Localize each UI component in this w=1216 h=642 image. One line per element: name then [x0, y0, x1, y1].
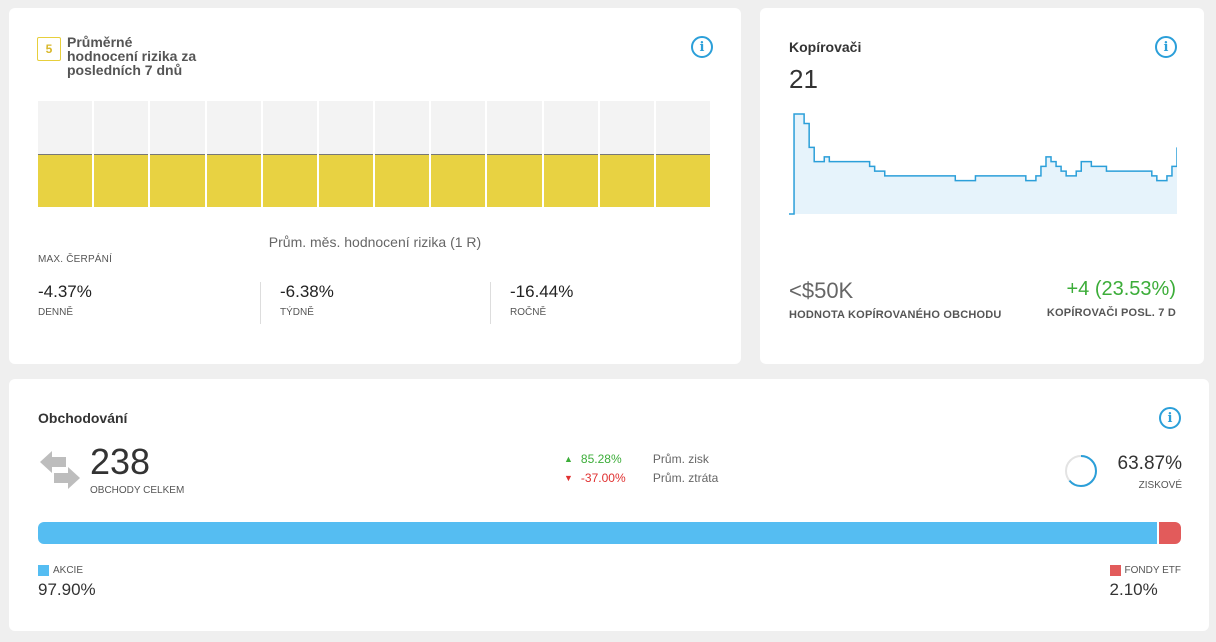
risk-bar [38, 101, 95, 207]
legend-label: FONDY ETF [1124, 565, 1181, 576]
avg-loss-value: -37.00% [580, 471, 626, 485]
drawdown-label: TÝDNĚ [280, 307, 314, 318]
risk-bar [206, 101, 263, 207]
avg-loss-label: Prům. ztráta [652, 471, 719, 485]
divider [490, 282, 491, 324]
avg-profit-label: Prům. zisk [652, 452, 709, 466]
aum-value: <$50K [789, 278, 854, 303]
divider [260, 282, 261, 324]
risk-bar [431, 101, 488, 207]
risk-score-card: 5 Průměrné hodnocení rizika za posledníc… [9, 8, 741, 364]
trading-card: Obchodování i 238 OBCHODY CELKEM ▲ 85.28… [9, 379, 1209, 631]
profitable-label: ZISKOVÉ [1138, 480, 1182, 491]
risk-bar [655, 101, 711, 207]
legend-swatch [1109, 565, 1121, 576]
risk-bar [318, 101, 376, 207]
max-drawdown-label: MAX. ČERPÁNÍ [38, 254, 113, 265]
arrow-up-icon: ▲ [564, 454, 573, 464]
total-trades-label: OBCHODY CELKEM [90, 485, 185, 496]
copiers-line-chart [789, 113, 1177, 215]
risk-bar [599, 101, 656, 207]
copiers-line [789, 113, 1177, 215]
allocation-segment [38, 522, 1157, 544]
aum-label: HODNOTA KOPÍROVANÉHO OBCHODU [789, 309, 1002, 321]
legend-stocks: AKCIE 97.90% [38, 565, 96, 600]
info-icon[interactable]: i [1155, 36, 1177, 58]
drawdown-label: DENNĚ [38, 307, 74, 318]
copiers-title: Kopírovači [789, 39, 862, 55]
allocation-segment [1156, 522, 1181, 544]
info-icon[interactable]: i [1159, 407, 1181, 429]
drawdown-value: -4.37% [38, 282, 92, 301]
risk-score-badge: 5 [37, 37, 61, 61]
avg-loss: ▼ -37.00% Prům. ztráta [564, 471, 718, 485]
risk-bar [375, 101, 432, 207]
legend-swatch [38, 565, 49, 576]
total-trades-value: 238 [90, 441, 151, 482]
copiers-card: Kopírovači i 21 <$50K HODNOTA KOPÍROVANÉ… [760, 8, 1204, 364]
risk-bar [487, 101, 544, 207]
drawdown-value: -16.44% [510, 282, 574, 301]
risk-chart-caption: Prům. měs. hodnocení rizika (1 R) [268, 234, 482, 250]
copiers-change-label: KOPÍROVAČI POSL. 7 D [1046, 307, 1176, 319]
risk-bar-chart [38, 101, 711, 207]
risk-title: Průměrné hodnocení rizika za posledních … [67, 34, 197, 78]
profitable-value: 63.87% [1117, 453, 1182, 474]
drawdown-yearly: -16.44% ROČNĚ [510, 282, 573, 324]
risk-bar [150, 101, 207, 207]
info-icon[interactable]: i [691, 36, 713, 58]
risk-bar [262, 101, 319, 207]
legend-value: 97.90% [38, 580, 96, 599]
drawdown-weekly: -6.38% TÝDNĚ [280, 282, 334, 324]
drawdown-label: ROČNĚ [510, 307, 547, 318]
copiers-area [789, 114, 1177, 214]
copiers-change-value: +4 (23.53%) [1066, 278, 1176, 300]
copiers-count: 21 [789, 64, 818, 94]
legend-label: AKCIE [53, 565, 84, 576]
profitable-ring-icon [1065, 455, 1097, 487]
drawdown-value: -6.38% [280, 282, 334, 301]
arrow-down-icon: ▼ [564, 473, 573, 483]
risk-bar [543, 101, 600, 207]
avg-profit: ▲ 85.28% Prům. zisk [564, 452, 709, 466]
allocation-bar [38, 522, 1181, 544]
trading-title: Obchodování [38, 410, 128, 426]
risk-bar [94, 101, 151, 207]
legend-value: 2.10% [1109, 580, 1158, 599]
legend-etf: FONDY ETF 2.10% [1109, 565, 1181, 600]
swap-arrows-icon [40, 451, 80, 489]
drawdown-daily: -4.37% DENNĚ [38, 282, 92, 324]
avg-profit-value: 85.28% [580, 452, 622, 466]
